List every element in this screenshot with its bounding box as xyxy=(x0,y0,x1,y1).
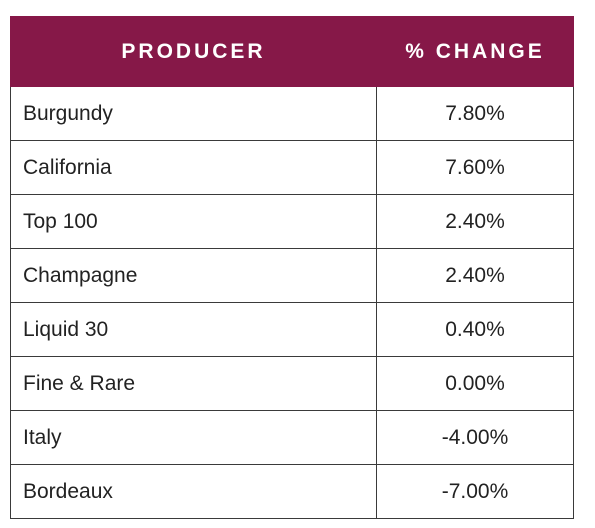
change-cell: 7.60% xyxy=(376,140,574,195)
producer-change-table: PRODUCER % CHANGE Burgundy 7.80% Califor… xyxy=(10,16,574,519)
change-cell: 2.40% xyxy=(376,194,574,249)
change-cell: 2.40% xyxy=(376,248,574,303)
producer-cell: Bordeaux xyxy=(10,464,377,519)
change-cell: -7.00% xyxy=(376,464,574,519)
table-body: Burgundy 7.80% California 7.60% Top 100 … xyxy=(10,86,574,519)
change-cell: 7.80% xyxy=(376,86,574,141)
table-row: Top 100 2.40% xyxy=(10,194,574,249)
table-row: Liquid 30 0.40% xyxy=(10,302,574,357)
table-row: Italy -4.00% xyxy=(10,410,574,465)
change-cell: 0.00% xyxy=(376,356,574,411)
table-row: Bordeaux -7.00% xyxy=(10,464,574,519)
producer-cell: Champagne xyxy=(10,248,377,303)
header-row: PRODUCER % CHANGE xyxy=(10,16,574,87)
producer-cell: Italy xyxy=(10,410,377,465)
column-header-change: % CHANGE xyxy=(376,16,574,87)
change-cell: 0.40% xyxy=(376,302,574,357)
column-header-producer: PRODUCER xyxy=(10,16,377,87)
table-row: California 7.60% xyxy=(10,140,574,195)
table-header: PRODUCER % CHANGE xyxy=(10,16,574,87)
data-table-container: PRODUCER % CHANGE Burgundy 7.80% Califor… xyxy=(10,16,574,519)
producer-cell: Burgundy xyxy=(10,86,377,141)
producer-cell: Liquid 30 xyxy=(10,302,377,357)
table-row: Champagne 2.40% xyxy=(10,248,574,303)
table-row: Fine & Rare 0.00% xyxy=(10,356,574,411)
producer-cell: Top 100 xyxy=(10,194,377,249)
producer-cell: Fine & Rare xyxy=(10,356,377,411)
change-cell: -4.00% xyxy=(376,410,574,465)
producer-cell: California xyxy=(10,140,377,195)
table-row: Burgundy 7.80% xyxy=(10,86,574,141)
